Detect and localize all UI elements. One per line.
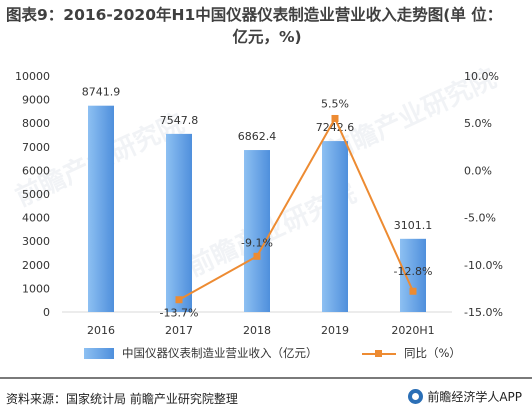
bar xyxy=(400,238,426,312)
yoy-point xyxy=(175,296,183,304)
brand-logo-icon xyxy=(408,389,424,404)
legend-label-revenue: 中国仪器仪表制造业营业收入（亿元） xyxy=(122,346,318,360)
y-right-tick-label: 10.0% xyxy=(464,70,499,83)
x-tick-label: 2018 xyxy=(243,324,271,337)
legend-line-swatch xyxy=(362,348,396,359)
x-tick-label: 2017 xyxy=(165,324,193,337)
bar-value-label: 6862.4 xyxy=(238,130,277,143)
source-note: 资料来源：国家统计局 前瞻产业研究院整理 xyxy=(6,392,238,406)
yoy-value-label: -12.8% xyxy=(394,265,433,278)
x-tick-label: 2020H1 xyxy=(391,324,434,337)
legend: 中国仪器仪表制造业营业收入（亿元） 同比（%） xyxy=(0,345,532,367)
bar xyxy=(88,105,114,312)
legend-label-yoy: 同比（%） xyxy=(404,346,461,360)
y-left-tick-label: 7000 xyxy=(22,141,50,154)
bar xyxy=(166,133,192,312)
yoy-value-label: -9.1% xyxy=(241,236,273,249)
y-right-tick-label: -15.0% xyxy=(464,306,503,319)
y-left-tick-label: 4000 xyxy=(22,212,50,225)
bar xyxy=(244,150,270,312)
y-right-tick-label: -10.0% xyxy=(464,259,503,272)
x-tick-label: 2016 xyxy=(87,324,115,337)
footer-divider xyxy=(0,377,532,379)
chart-title: 图表9：2016-2020年H1中国仪器仪表制造业营业收入走势图(单 位： 亿元… xyxy=(6,4,528,48)
chart-plot: 0 1000 2000 3000 4000 5000 6000 7000 8000 9000 100… xyxy=(15,70,503,337)
y-left-tick-label: 0 xyxy=(43,306,50,319)
x-tick-label: 2019 xyxy=(321,324,349,337)
y-right-tick-label: 0.0% xyxy=(464,164,492,177)
bar-value-label: 7242.6 xyxy=(316,121,355,134)
legend-bar-swatch xyxy=(84,347,114,359)
y-right-tick-label: 5.0% xyxy=(464,117,492,130)
bar-value-label: 8741.9 xyxy=(82,86,121,99)
yoy-point xyxy=(409,287,417,295)
y-left-tick-label: 3000 xyxy=(22,235,50,248)
yoy-value-label: -13.7% xyxy=(160,307,199,320)
y-left-tick-label: 1000 xyxy=(22,282,50,295)
yoy-line xyxy=(178,116,414,301)
chart-title-line1: 图表9：2016-2020年H1中国仪器仪表制造业营业收入走势图(单 位： xyxy=(6,6,503,24)
brand-name: 前瞻经济学人APP xyxy=(427,390,522,404)
y-left-tick-label: 10000 xyxy=(15,70,50,83)
y-left-tick-label: 2000 xyxy=(22,259,50,272)
y-left-tick-label: 6000 xyxy=(22,164,50,177)
yoy-point xyxy=(331,114,339,122)
yoy-point xyxy=(253,252,261,260)
y-left-tick-label: 8000 xyxy=(22,117,50,130)
y-left-tick-label: 5000 xyxy=(22,188,50,201)
bar xyxy=(322,141,348,312)
bar-value-label: 7547.8 xyxy=(160,114,199,127)
legend-item-revenue: 中国仪器仪表制造业营业收入（亿元） xyxy=(84,345,318,361)
yoy-value-label: 5.5% xyxy=(321,97,349,110)
y-left-tick-label: 9000 xyxy=(22,94,50,107)
footer-brand: 前瞻经济学人APP xyxy=(408,388,522,405)
chart-title-line2: 亿元，%) xyxy=(232,28,302,46)
legend-item-yoy: 同比（%） xyxy=(362,345,461,361)
bar-value-label: 3101.1 xyxy=(394,219,433,232)
y-right-tick-label: -5.0% xyxy=(464,212,496,225)
